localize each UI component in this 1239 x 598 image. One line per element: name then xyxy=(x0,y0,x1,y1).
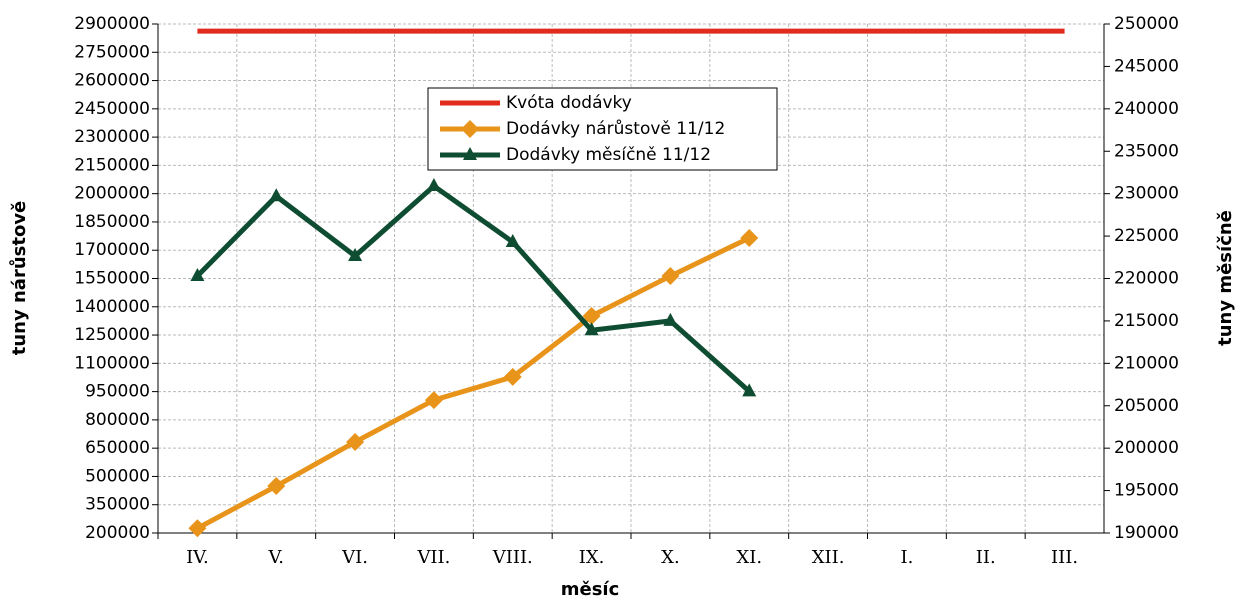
y2-tick-label: 220000 xyxy=(1114,269,1179,289)
series-line xyxy=(196,235,751,531)
y-tick-label: 500000 xyxy=(85,466,150,486)
marker xyxy=(740,228,759,247)
y-tick-label: 2000000 xyxy=(74,184,150,204)
y2-tick-label: 215000 xyxy=(1114,311,1179,331)
x-tick-label: VI. xyxy=(341,547,368,568)
y2-tick-label: 200000 xyxy=(1114,438,1179,458)
y-tick-label: 1550000 xyxy=(74,269,150,289)
x-tick-label: XI. xyxy=(736,547,762,568)
y2-tick-label: 245000 xyxy=(1114,56,1179,76)
y-tick-label: 2600000 xyxy=(74,71,150,91)
y2-tick-label: 205000 xyxy=(1114,396,1179,416)
x-tick-label: III. xyxy=(1051,547,1078,568)
y-tick-label: 650000 xyxy=(85,438,150,458)
marker xyxy=(463,147,477,160)
y-tick-label: 1850000 xyxy=(74,212,150,232)
x-tick-label: IV. xyxy=(186,547,209,568)
x-tick-label: X. xyxy=(661,547,680,568)
y2-tick-label: 190000 xyxy=(1114,523,1179,543)
x-tick-label: VII. xyxy=(416,547,450,568)
y-tick-label: 1400000 xyxy=(74,297,150,317)
marker xyxy=(661,267,680,286)
y-tick-label: 1250000 xyxy=(74,325,150,345)
legend-label: Dodávky nárůstově 11/12 xyxy=(506,119,725,139)
x-axis-title: měsíc xyxy=(561,579,620,598)
y-tick-label: 2450000 xyxy=(74,99,150,119)
y2-tick-label: 240000 xyxy=(1114,99,1179,119)
y-tick-label: 2300000 xyxy=(74,127,150,147)
marker xyxy=(503,367,522,386)
y2-axis-title: tuny měsíčně xyxy=(1215,210,1236,346)
y-tick-label: 800000 xyxy=(85,410,150,430)
y-tick-label: 200000 xyxy=(85,523,150,543)
x-tick-label: V. xyxy=(267,547,284,568)
marker xyxy=(663,312,678,326)
legend-label: Kvóta dodávky xyxy=(506,93,632,113)
y-tick-label: 350000 xyxy=(85,495,150,515)
series-line xyxy=(195,182,751,394)
marker xyxy=(267,477,286,496)
y-tick-label: 2900000 xyxy=(74,14,150,34)
y2-tick-label: 210000 xyxy=(1114,353,1179,373)
marker xyxy=(188,519,207,538)
x-tick-label: II. xyxy=(976,547,996,568)
y2-tick-label: 250000 xyxy=(1114,14,1179,34)
x-tick-label: VIII. xyxy=(492,547,533,568)
y2-tick-label: 225000 xyxy=(1114,226,1179,246)
legend-label: Dodávky měsíčně 11/12 xyxy=(506,145,711,165)
marker xyxy=(742,383,757,397)
x-tick-label: I. xyxy=(900,547,913,568)
marker xyxy=(269,188,284,202)
y-tick-label: 1100000 xyxy=(74,353,150,373)
marker xyxy=(346,432,365,451)
marker xyxy=(424,391,443,410)
legend: Kvóta dodávky Dodávky nárůstově 11/12 Dodá… xyxy=(427,87,778,171)
y-tick-label: 2750000 xyxy=(74,42,150,62)
marker xyxy=(582,307,601,326)
y-tick-label: 950000 xyxy=(85,382,150,402)
x-tick-label: XII. xyxy=(812,547,845,568)
y-axis-title: tuny nárůstově xyxy=(8,201,30,356)
marker xyxy=(190,267,205,281)
y2-tick-label: 230000 xyxy=(1114,184,1179,204)
x-tick-label: IX. xyxy=(579,547,605,568)
marker xyxy=(348,248,363,262)
y2-tick-label: 235000 xyxy=(1114,141,1179,161)
y-tick-label: 2150000 xyxy=(74,155,150,175)
y2-tick-label: 195000 xyxy=(1114,481,1179,501)
marker xyxy=(505,234,520,248)
marker xyxy=(461,120,479,138)
marker xyxy=(426,178,441,192)
y-tick-label: 1700000 xyxy=(74,240,150,260)
marker xyxy=(584,322,599,336)
